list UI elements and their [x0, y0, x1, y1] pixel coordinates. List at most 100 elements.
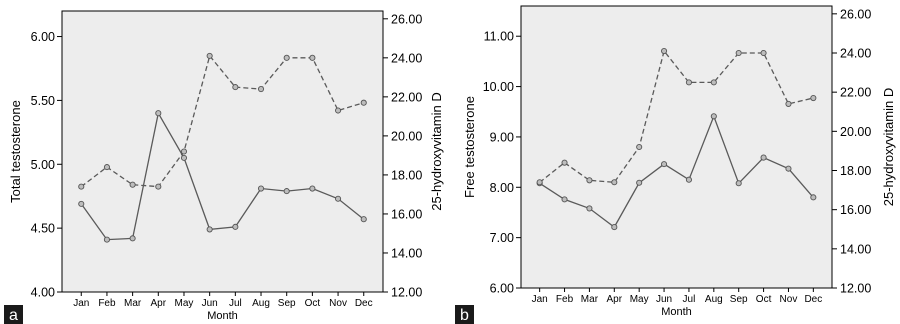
x-tick-label: Mar	[124, 298, 142, 309]
y-axis-title: Free testosterone	[462, 96, 477, 198]
y2-axis-title: 25-hydroxyvitamin D	[881, 88, 896, 207]
testosterone-point	[180, 154, 188, 161]
y2-tick-label: 24.00	[840, 47, 871, 61]
x-tick-label: Aug	[705, 294, 723, 305]
x-tick-label: Jan	[73, 298, 89, 309]
testosterone-point	[611, 224, 618, 231]
y-tick-label: 7.00	[490, 231, 514, 245]
x-axis-title: Month	[661, 306, 692, 318]
testosterone-point	[283, 188, 290, 195]
x-tick-label: May	[630, 294, 649, 305]
x-tick-label: Apr	[151, 298, 167, 309]
y2-tick-label: 18.00	[840, 164, 871, 178]
plot-area	[520, 5, 833, 289]
y2-tick-label: 16.00	[840, 203, 871, 217]
y-tick-label: 5.00	[31, 158, 55, 172]
x-tick-label: Sep	[278, 298, 296, 309]
y-tick-label: 5.50	[31, 94, 55, 108]
y2-tick-label: 20.00	[391, 129, 422, 143]
x-tick-label: Mar	[581, 294, 599, 305]
y-tick-label: 10.00	[483, 80, 514, 94]
vitamin-d-point	[760, 49, 767, 57]
x-tick-label: Nov	[329, 298, 347, 309]
x-tick-label: Jun	[656, 294, 672, 305]
vitamin-d-point	[155, 183, 162, 190]
vitamin-d-point	[785, 100, 792, 107]
testosterone-point	[232, 223, 239, 230]
testosterone-point	[685, 176, 692, 183]
x-tick-label: Oct	[756, 294, 772, 305]
vitamin-d-point	[129, 181, 136, 188]
testosterone-point	[636, 179, 643, 186]
x-axis-title: Month	[207, 310, 238, 322]
x-tick-label: Dec	[355, 298, 373, 309]
x-tick-label: May	[175, 298, 194, 309]
vitamin-d-line	[539, 49, 814, 183]
y2-tick-label: 26.00	[840, 7, 871, 21]
vitamin-d-line	[80, 54, 364, 188]
y2-tick-label: 22.00	[391, 90, 422, 104]
y-axis-title: Total testosterone	[8, 100, 23, 203]
vitamin-d-point	[735, 49, 742, 57]
panel-label-badge	[455, 305, 474, 324]
testosterone-point	[309, 185, 316, 192]
y2-tick-label: 20.00	[840, 125, 871, 139]
vitamin-d-point	[360, 99, 367, 106]
y-tick-label: 6.00	[31, 30, 55, 44]
panel-label: a	[9, 307, 18, 324]
x-tick-label: Feb	[556, 294, 574, 305]
y-tick-label: 8.00	[490, 181, 514, 195]
testosterone-point	[586, 205, 593, 212]
testosterone-point	[760, 154, 767, 161]
y2-tick-label: 16.00	[391, 207, 422, 221]
vitamin-d-point	[561, 159, 568, 166]
testosterone-point	[661, 161, 668, 168]
y2-tick-label: 14.00	[391, 246, 422, 260]
testosterone-point	[335, 195, 342, 202]
vitamin-d-point	[309, 54, 316, 61]
x-tick-label: Jul	[683, 294, 696, 305]
x-tick-label: Sep	[730, 294, 748, 305]
x-tick-label: Oct	[305, 298, 321, 309]
testosterone-point	[129, 235, 136, 242]
y2-tick-label: 12.00	[840, 282, 871, 296]
y2-tick-label: 22.00	[840, 86, 871, 100]
y-tick-label: 4.50	[31, 222, 55, 236]
x-tick-label: Apr	[607, 294, 623, 305]
x-tick-label: Jun	[202, 298, 218, 309]
vitamin-d-point	[232, 84, 239, 91]
x-tick-label: Dec	[804, 294, 822, 305]
vitamin-d-point	[283, 54, 290, 61]
testosterone-point	[257, 185, 265, 192]
y2-axis-title: 25-hydroxyvitamin D	[429, 92, 444, 211]
y2-tick-label: 18.00	[391, 168, 422, 182]
x-tick-label: Feb	[98, 298, 116, 309]
testosterone-point	[710, 113, 717, 120]
vitamin-d-point	[257, 86, 265, 93]
vitamin-d-point	[536, 179, 543, 186]
vitamin-d-point	[335, 107, 342, 114]
vitamin-d-point	[586, 177, 593, 184]
y-tick-label: 6.00	[490, 282, 514, 296]
x-tick-label: Jan	[532, 294, 548, 305]
vitamin-d-point	[78, 183, 85, 190]
testosterone-line	[80, 111, 365, 241]
testosterone-point	[78, 200, 85, 207]
vitamin-d-point	[810, 94, 817, 102]
chart-panel-a: 4.00 4.50 5.00 5.50 6.00 12.00 14.00 16.00 18.00…	[4, 10, 444, 324]
y-tick-label: 11.00	[484, 30, 514, 44]
vitamin-d-point	[636, 143, 643, 151]
plot-area	[61, 10, 384, 293]
testosterone-line	[539, 114, 814, 229]
x-tick-label: Jul	[229, 298, 242, 309]
y2-tick-label: 26.00	[391, 12, 422, 26]
vitamin-d-point	[103, 164, 110, 171]
panel-label: b	[460, 307, 469, 324]
testosterone-point	[103, 236, 110, 243]
testosterone-point	[360, 216, 367, 223]
vitamin-d-point	[180, 148, 188, 155]
y2-tick-label: 14.00	[840, 242, 871, 256]
testosterone-point	[735, 180, 742, 187]
y2-tick-label: 12.00	[391, 286, 422, 300]
